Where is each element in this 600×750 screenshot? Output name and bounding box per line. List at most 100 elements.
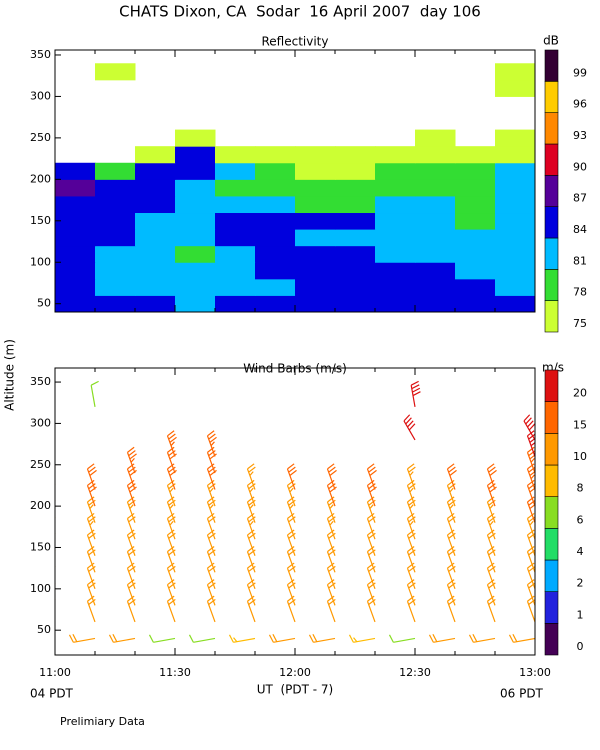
colorbar-tick-label: 84 [573, 223, 587, 236]
heat-cell [295, 295, 336, 312]
heat-cell [215, 212, 256, 230]
wind-barb [366, 529, 376, 556]
heat-cell [295, 262, 336, 280]
heat-cell [455, 195, 496, 214]
wind-barb [166, 463, 177, 490]
heat-cell [175, 245, 216, 263]
wind-barb [486, 579, 496, 606]
colorbar-box [544, 112, 559, 145]
wind-barb [206, 546, 216, 573]
x-axis-label: UT (PDT - 7) [257, 683, 334, 697]
wind-barb [86, 529, 96, 556]
wind-barb [486, 529, 496, 556]
wind-barb [406, 479, 416, 507]
heat-cell [175, 179, 216, 197]
wind-barb [526, 546, 535, 573]
colorbar-box [544, 300, 559, 333]
colorbar-box [544, 206, 559, 239]
wind-barb [268, 633, 296, 643]
wind-barb [446, 529, 456, 556]
heat-cell [495, 195, 535, 214]
colorbar-box [544, 369, 559, 402]
heat-cell [255, 295, 296, 312]
wind-barb [406, 496, 416, 523]
wind-barb [526, 446, 535, 474]
heat-cell [495, 63, 535, 81]
wind-barb [486, 479, 497, 507]
wind-barb [388, 634, 416, 643]
y-tick-label: 200 [30, 172, 51, 185]
heat-cell [415, 278, 456, 296]
chart-title: Reflectivity [261, 35, 328, 49]
wind-barb [166, 430, 177, 457]
heat-cell [215, 295, 256, 312]
wind-barb [406, 463, 416, 490]
wind-barb [228, 634, 256, 643]
heat-cell [175, 162, 216, 180]
colorbar-box [544, 49, 559, 82]
wind-barb [206, 496, 216, 523]
wind-barb [526, 463, 535, 490]
heat-cell [55, 278, 96, 296]
wind-barb [508, 633, 535, 643]
wind-barb [166, 446, 177, 474]
heat-cell [95, 278, 136, 296]
heat-cell [135, 212, 176, 230]
heat-cell [55, 195, 96, 214]
wind-barb [326, 479, 337, 507]
heat-cell [55, 245, 96, 263]
wind-barb [526, 512, 535, 540]
colorbar-tick-label: 93 [573, 129, 587, 142]
heat-cell [175, 278, 216, 296]
heat-cell [175, 295, 216, 312]
heat-cell [135, 146, 176, 164]
wind-barb [366, 579, 376, 606]
y-tick-label: 350 [30, 48, 51, 61]
heat-cell [135, 295, 176, 312]
wind-barb [90, 380, 99, 407]
wind-barb [55, 599, 56, 622]
heat-cell [135, 278, 176, 296]
wind-barb [206, 512, 216, 540]
wind-barb [446, 512, 456, 540]
wind-barb [68, 633, 96, 643]
heat-cell [215, 278, 256, 296]
heat-cell [255, 262, 296, 280]
wind-barb [326, 512, 336, 540]
colorbar-tick-label: 78 [573, 286, 587, 299]
wind-barb [406, 579, 416, 606]
heat-cell [175, 129, 216, 147]
heat-cell [415, 262, 456, 280]
heat-cell [375, 195, 416, 214]
heat-cell [255, 245, 296, 263]
colorbar-box [544, 464, 559, 497]
wind-barb [286, 529, 296, 556]
wind-barb [468, 633, 496, 643]
footer-note: Prelimiary Data [60, 715, 145, 728]
heat-cell [215, 195, 256, 214]
colorbar-tick-label: 6 [577, 513, 584, 526]
colorbar-tick-label: 10 [573, 450, 587, 463]
heat-cell [295, 245, 336, 263]
heat-cell [295, 162, 336, 180]
colorbar-box [544, 433, 559, 466]
wind-barb [206, 595, 216, 623]
wind-barb [326, 529, 336, 556]
heat-cell [415, 195, 456, 214]
y-axis-label: Altitude (m) [3, 339, 17, 411]
heat-cell [455, 295, 496, 312]
wind-barb [246, 529, 256, 556]
wind-barb [246, 595, 256, 623]
heat-cell [455, 245, 496, 263]
wind-barb [486, 496, 496, 523]
heat-cell [455, 212, 496, 230]
colorbar-tick-label: 20 [573, 387, 587, 400]
wind-barb [166, 496, 176, 523]
page-title: CHATS Dixon, CA Sodar 16 April 2007 day … [119, 3, 481, 21]
wind-barb [446, 562, 456, 590]
wind-barb [366, 463, 377, 490]
wind-barb [326, 546, 336, 573]
wind-barb [326, 496, 336, 523]
wind-barb [526, 562, 535, 590]
